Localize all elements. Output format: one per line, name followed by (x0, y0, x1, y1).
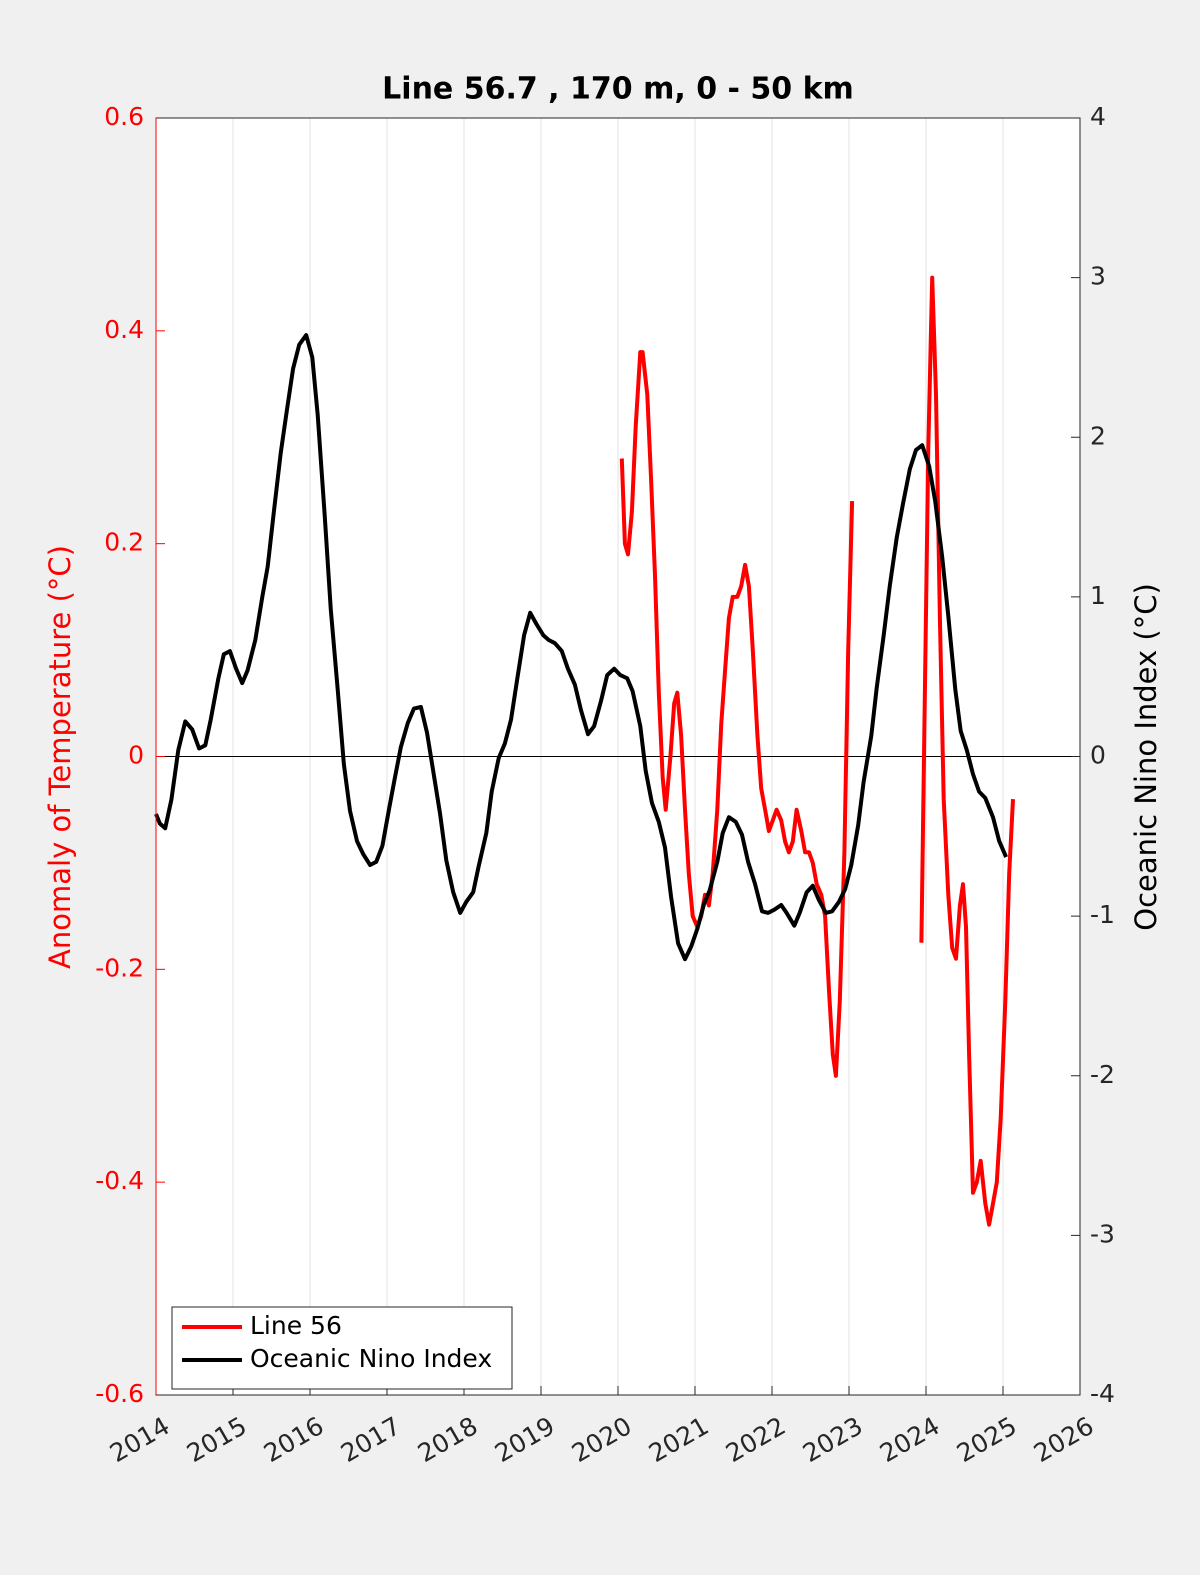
x-tick-label: 2018 (413, 1411, 483, 1468)
y2-tick-label: -2 (1090, 1060, 1115, 1089)
x-tick-label: 2022 (721, 1411, 791, 1468)
x-tick-label: 2019 (490, 1411, 560, 1468)
y-tick-label: -0.2 (95, 953, 144, 982)
y-tick-label: 0.6 (104, 102, 144, 131)
x-tick-label: 2016 (259, 1411, 329, 1468)
y2-tick-label: 4 (1090, 102, 1106, 131)
x-tick-label: 2025 (952, 1411, 1022, 1468)
y-tick-label: -0.6 (95, 1379, 144, 1408)
y2-tick-label: 1 (1090, 581, 1106, 610)
y-tick-label: 0.4 (104, 315, 144, 344)
y2-tick-label: 2 (1090, 421, 1106, 450)
y2-tick-label: 0 (1090, 741, 1106, 770)
y2-tick-label: -3 (1090, 1219, 1115, 1248)
y-tick-label: 0 (128, 741, 144, 770)
data-line (154, 333, 1008, 962)
y-axis-label: Anomaly of Temperature (°C) (43, 545, 77, 969)
y-tick-label: -0.4 (95, 1166, 144, 1195)
x-tick-label: 2021 (644, 1411, 714, 1468)
legend-box (171, 1306, 513, 1390)
x-tick-label: 2017 (336, 1411, 406, 1468)
legend-label: Line 56 (250, 1311, 342, 1340)
data-line (619, 275, 1015, 1227)
x-tick-label: 2014 (105, 1411, 175, 1468)
y2-tick-label: -4 (1090, 1379, 1115, 1408)
chart-title: Line 56.7 , 170 m, 0 - 50 km (382, 72, 854, 107)
x-tick-label: 2015 (182, 1411, 252, 1468)
y2-tick-label: -1 (1090, 900, 1115, 929)
x-tick-label: 2020 (567, 1411, 637, 1468)
legend-label: Oceanic Nino Index (250, 1344, 492, 1373)
x-tick-label: 2026 (1029, 1411, 1099, 1468)
y2-tick-label: 3 (1090, 262, 1106, 291)
y-tick-label: 0.2 (104, 528, 144, 557)
y2-axis-label: Oceanic Nino Index (°C) (1129, 583, 1163, 931)
x-tick-label: 2024 (875, 1411, 945, 1468)
x-tick-label: 2023 (798, 1411, 868, 1468)
